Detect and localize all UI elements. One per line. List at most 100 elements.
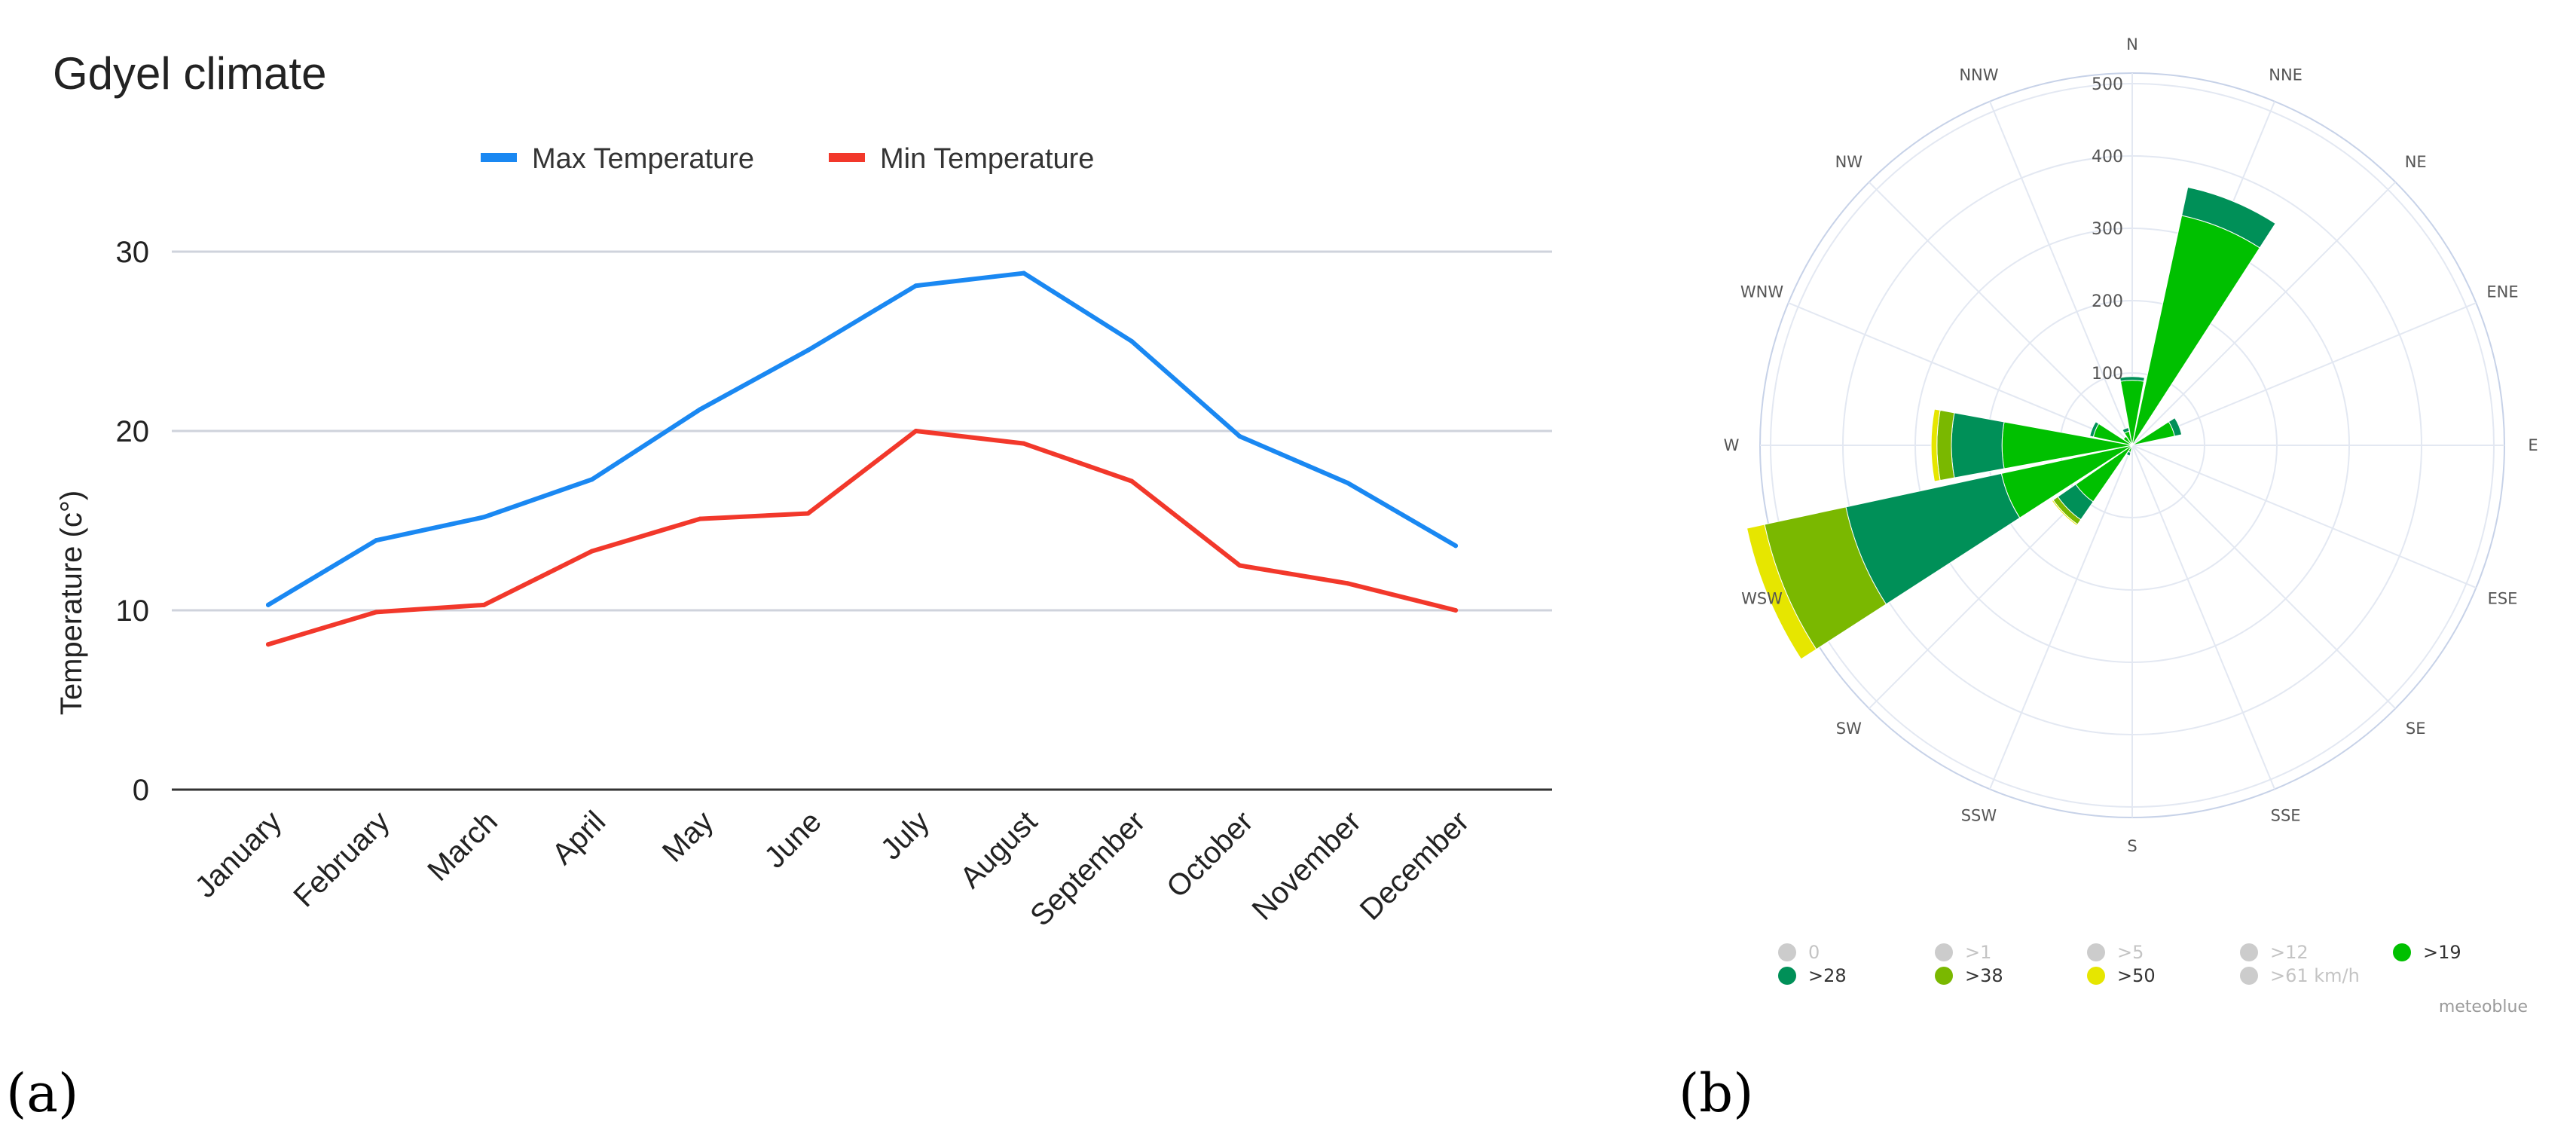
x-tick-label: February [287,805,396,913]
legend-swatch [829,153,865,162]
legend-dot [2087,967,2105,985]
y-tick-label: 0 [133,774,149,807]
data-point-max-temperature [913,283,918,289]
panel-label-b: (b) [1679,1062,1754,1124]
wind-bar-n-28 [2119,376,2145,382]
speed-legend-item-61-km-h[interactable]: >61 km/h [2240,965,2360,986]
series-line-max-temperature [266,270,1458,607]
data-point-min-temperature [1129,478,1135,484]
legend-label: >61 km/h [2270,965,2360,986]
data-point-max-temperature [1021,270,1026,276]
series-line-min-temperature [266,429,1458,647]
wind-rose-radial-labels: 100 200 300 400 500 [2092,75,2123,384]
speed-legend-item-5[interactable]: >5 [2087,942,2144,963]
direction-label: SW [1836,720,1862,738]
chart-legend: Max Temperature Min Temperature [481,143,1094,175]
speed-legend-item-0[interactable]: 0 [1778,942,1820,963]
x-tick-label: October [1160,805,1260,904]
direction-label: W [1724,436,1740,454]
y-tick-label: 30 [116,236,150,269]
speed-legend-item-38[interactable]: >38 [1935,965,2003,986]
radial-tick-label: 200 [2092,292,2123,311]
data-point-min-temperature [805,511,811,516]
x-tick-label: July [875,805,936,866]
speed-legend-item-12[interactable]: >12 [2240,942,2309,963]
data-point-max-temperature [1237,434,1242,439]
data-point-min-temperature [1453,608,1458,613]
y-tick-label: 20 [116,415,150,448]
legend-label: >38 [1965,965,2003,986]
data-point-min-temperature [1021,441,1026,446]
data-point-max-temperature [481,515,487,520]
x-tick-label: April [545,805,612,871]
radial-tick-label: 400 [2092,148,2123,167]
data-point-max-temperature [374,538,379,543]
direction-label: WNW [1740,283,1783,301]
rose-spoke [2131,445,2477,588]
panel-label-a: (a) [6,1062,79,1124]
wind-rose-legend: 0 >1 >5 >12 >19 >28 >38 >50 >61 km/h [1778,942,2461,986]
data-point-min-temperature [1237,563,1242,568]
wind-bar-w-28 [1951,412,2005,478]
radial-tick-label: 500 [2092,75,2123,94]
radial-tick-label: 300 [2092,220,2123,239]
data-point-max-temperature [1453,543,1458,549]
speed-legend-item-1[interactable]: >1 [1935,942,1991,963]
data-point-min-temperature [1345,581,1350,586]
rose-spoke [2131,181,2397,446]
radial-tick-label: 100 [2092,365,2123,384]
legend-label: >1 [1965,942,1991,963]
legend-swatch [481,153,517,162]
speed-legend-item-19[interactable]: >19 [2393,942,2461,963]
x-tick-label: August [954,805,1044,894]
rose-spoke [2131,445,2397,710]
data-point-max-temperature [266,602,270,607]
wind-bar-nne-28 [2181,186,2276,249]
x-tick-label: March [421,805,504,888]
direction-label: NNW [1959,66,1998,84]
rose-spoke [1989,445,2133,790]
legend-dot [2240,967,2258,985]
legend-label: Max Temperature [532,143,754,175]
direction-label: ENE [2486,283,2518,301]
legend-label: Min Temperature [880,143,1094,175]
climate-line-chart-panel: Gdyel climate Max Temperature Min Tempera… [53,48,1552,933]
y-tick-label: 10 [116,594,150,628]
direction-label: S [2127,837,2137,855]
data-point-max-temperature [805,347,811,353]
data-point-max-temperature [589,477,594,482]
wind-bar-wsw-50 [1746,524,1817,660]
data-point-min-temperature [589,549,594,554]
direction-label: SE [2406,720,2426,738]
direction-label: SSW [1961,807,1997,825]
legend-item-min-temperature[interactable]: Min Temperature [829,143,1094,175]
legend-label: >5 [2117,942,2144,963]
wind-bar-w-50 [1930,408,1941,482]
legend-label: 0 [1808,942,1820,963]
y-axis-ticks: 0 10 20 30 [116,236,150,807]
data-point-min-temperature [481,602,487,607]
legend-item-max-temperature[interactable]: Max Temperature [481,143,754,175]
wind-bar-sw-50 [2051,499,2079,527]
chart-series [266,270,1458,647]
direction-label: NNE [2269,66,2303,84]
rose-spoke [2131,445,2275,790]
y-axis-title: Temperature (c°) [55,491,88,715]
data-point-min-temperature [698,516,703,521]
meteoblue-credit: meteoblue [2439,998,2528,1016]
legend-label: >19 [2423,942,2461,963]
legend-dot [1778,943,1796,961]
direction-label: NW [1835,153,1863,171]
direction-label: WSW [1741,590,1783,608]
wind-rose-direction-labels: N NNE NE ENE E ESE SE SSE S SSW SW WSW W WNW NW NNW [1724,35,2538,855]
legend-label: >50 [2117,965,2156,986]
legend-dot [2240,943,2258,961]
x-tick-label: January [189,805,289,904]
legend-dot [2087,943,2105,961]
speed-legend-item-50[interactable]: >50 [2087,965,2156,986]
wind-bar-w-38 [1936,409,1955,481]
wind-rose-chart: N NNE NE ENE E ESE SE SSE S SSW SW WSW W WNW NW NNW 100… [1724,35,2538,1016]
speed-legend-item-28[interactable]: >28 [1778,965,1847,986]
wind-bar-wnw-28 [2089,421,2100,438]
